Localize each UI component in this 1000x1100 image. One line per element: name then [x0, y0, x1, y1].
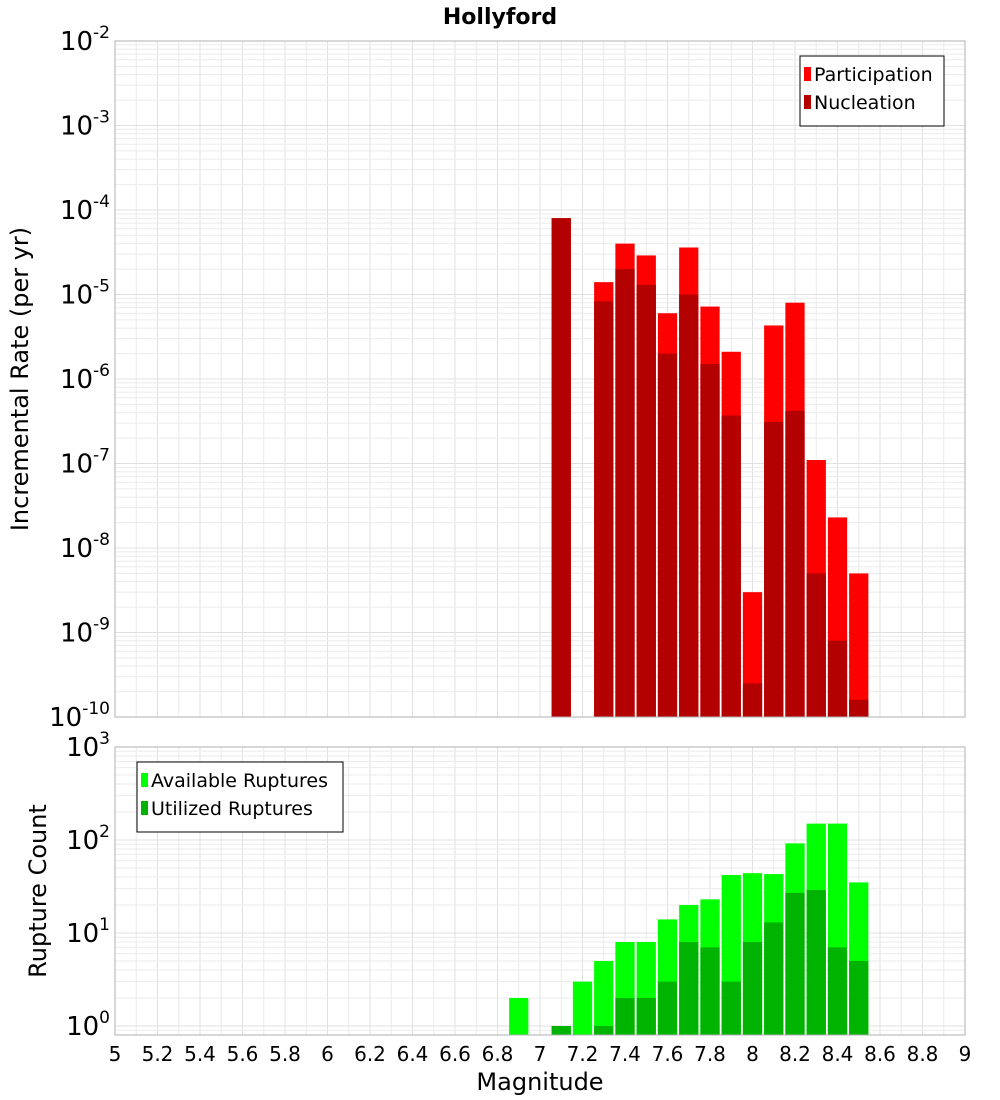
bottom-bar-utilized-ruptures — [551, 1025, 571, 1035]
x-tick-label: 5.6 — [227, 1042, 259, 1066]
bottom-plot-frame — [114, 746, 966, 1036]
bottom-bar-available-ruptures — [509, 997, 529, 1035]
bottom-y-tick-label: 102 — [66, 822, 110, 856]
bottom-bar-utilized-ruptures — [827, 947, 848, 1035]
top-bar-nucleation — [657, 353, 678, 717]
bottom-bar-utilized-ruptures — [636, 997, 656, 1035]
bottom-legend-label: Available Ruptures — [151, 770, 328, 792]
top-bar-nucleation — [806, 573, 826, 717]
top-bar-nucleation — [764, 421, 784, 717]
x-tick-label: 8 — [746, 1042, 759, 1066]
x-tick-label: 6.6 — [439, 1042, 471, 1066]
x-tick-label: 8.8 — [907, 1042, 939, 1066]
chart-title: Hollyford — [443, 5, 557, 30]
x-tick-label: 6.2 — [354, 1042, 386, 1066]
x-tick-label: 8.6 — [864, 1042, 896, 1066]
x-tick-label: 7.4 — [609, 1042, 641, 1066]
bottom-bar-utilized-ruptures — [785, 892, 805, 1035]
top-y-tick-label: 10-7 — [60, 446, 110, 480]
x-tick-label: 7 — [534, 1042, 547, 1066]
top-bars — [551, 218, 869, 718]
bottom-bar-utilized-ruptures — [764, 922, 784, 1035]
bottom-legend-swatch — [141, 773, 148, 787]
top-y-tick-label: 10-5 — [60, 277, 110, 311]
top-bar-participation — [849, 573, 869, 717]
top-y-tick-label: 10-10 — [49, 699, 110, 733]
x-tick-label: 5.8 — [269, 1042, 301, 1066]
top-y-tick-label: 10-3 — [60, 108, 110, 142]
top-y-axis-label: Incremental Rate (per yr) — [6, 227, 34, 531]
top-bar-nucleation — [785, 410, 805, 717]
bottom-bar-utilized-ruptures — [700, 947, 720, 1035]
bottom-legend-label: Utilized Ruptures — [151, 798, 313, 820]
bottom-bar-utilized-ruptures — [849, 960, 869, 1035]
x-tick-label: 6 — [321, 1042, 334, 1066]
bottom-y-tick-label: 101 — [66, 915, 110, 949]
x-tick-labels: 5 5.2 5.4 5.6 5.8 6 6.2 6.4 6.6 6.8 7 7.2 7.4 7.6 7.8 8… — [109, 1042, 972, 1066]
top-bar-nucleation — [827, 640, 848, 717]
bottom-y-tick-label: 103 — [66, 729, 110, 763]
x-tick-label: 5.2 — [142, 1042, 174, 1066]
x-tick-label: 8.4 — [822, 1042, 854, 1066]
bottom-bar-utilized-ruptures — [742, 942, 763, 1035]
x-tick-label: 6.4 — [397, 1042, 429, 1066]
bottom-legend-box — [136, 761, 344, 833]
bottom-bar-available-ruptures — [594, 960, 614, 1035]
x-tick-label: 9 — [959, 1042, 972, 1066]
top-bar-nucleation — [615, 269, 635, 717]
top-legend-swatch — [804, 67, 811, 81]
top-bar-nucleation — [551, 218, 571, 717]
top-y-tick-label: 10-2 — [60, 23, 110, 57]
bottom-legend-swatch — [141, 801, 148, 815]
bottom-bar-utilized-ruptures — [721, 981, 741, 1035]
bottom-bar-utilized-ruptures — [806, 889, 826, 1035]
top-y-tick-label: 10-8 — [60, 530, 110, 564]
bottom-bar-utilized-ruptures — [594, 1025, 614, 1035]
top-plot-frame — [114, 40, 966, 718]
top-legend-label: Participation — [814, 64, 933, 86]
x-tick-label: 7.6 — [652, 1042, 684, 1066]
x-axis-label: Magnitude — [476, 1068, 603, 1096]
x-tick-label: 6.8 — [482, 1042, 514, 1066]
top-legend-swatch — [804, 95, 811, 109]
bottom-y-tick-labels: 103 102 101 100 — [66, 729, 110, 1042]
bottom-bars — [509, 823, 869, 1035]
bottom-bar-available-ruptures — [572, 981, 593, 1035]
top-y-tick-labels: 10-2 10-3 10-4 10-5 10-6 10-7 10-8 10-9 10-10 — [49, 23, 110, 733]
top-bar-nucleation — [721, 415, 741, 717]
top-y-tick-label: 10-4 — [60, 192, 110, 226]
top-bar-nucleation — [742, 683, 763, 717]
bottom-bar-utilized-ruptures — [657, 981, 678, 1035]
x-tick-label: 5 — [109, 1042, 122, 1066]
x-tick-label: 5.4 — [184, 1042, 216, 1066]
bottom-bar-utilized-ruptures — [679, 942, 699, 1035]
top-gridlines — [114, 41, 966, 718]
top-bar-nucleation — [849, 699, 869, 717]
x-tick-label: 7.2 — [567, 1042, 599, 1066]
top-bar-nucleation — [679, 294, 699, 717]
top-legend-box — [799, 55, 945, 127]
top-y-tick-label: 10-9 — [60, 615, 110, 649]
top-bar-nucleation — [700, 364, 720, 717]
top-y-tick-label: 10-6 — [60, 361, 110, 395]
top-bar-nucleation — [594, 301, 614, 717]
x-tick-label: 7.8 — [694, 1042, 726, 1066]
top-legend-label: Nucleation — [814, 92, 916, 114]
top-legend: Participation Nucleation — [799, 55, 945, 127]
bottom-y-axis-label: Rupture Count — [24, 804, 52, 978]
bottom-y-tick-label: 100 — [66, 1008, 110, 1042]
top-bar-nucleation — [636, 284, 656, 717]
bottom-legend: Available Ruptures Utilized Ruptures — [136, 761, 344, 833]
bottom-bar-utilized-ruptures — [615, 997, 635, 1035]
x-tick-label: 8.2 — [779, 1042, 811, 1066]
